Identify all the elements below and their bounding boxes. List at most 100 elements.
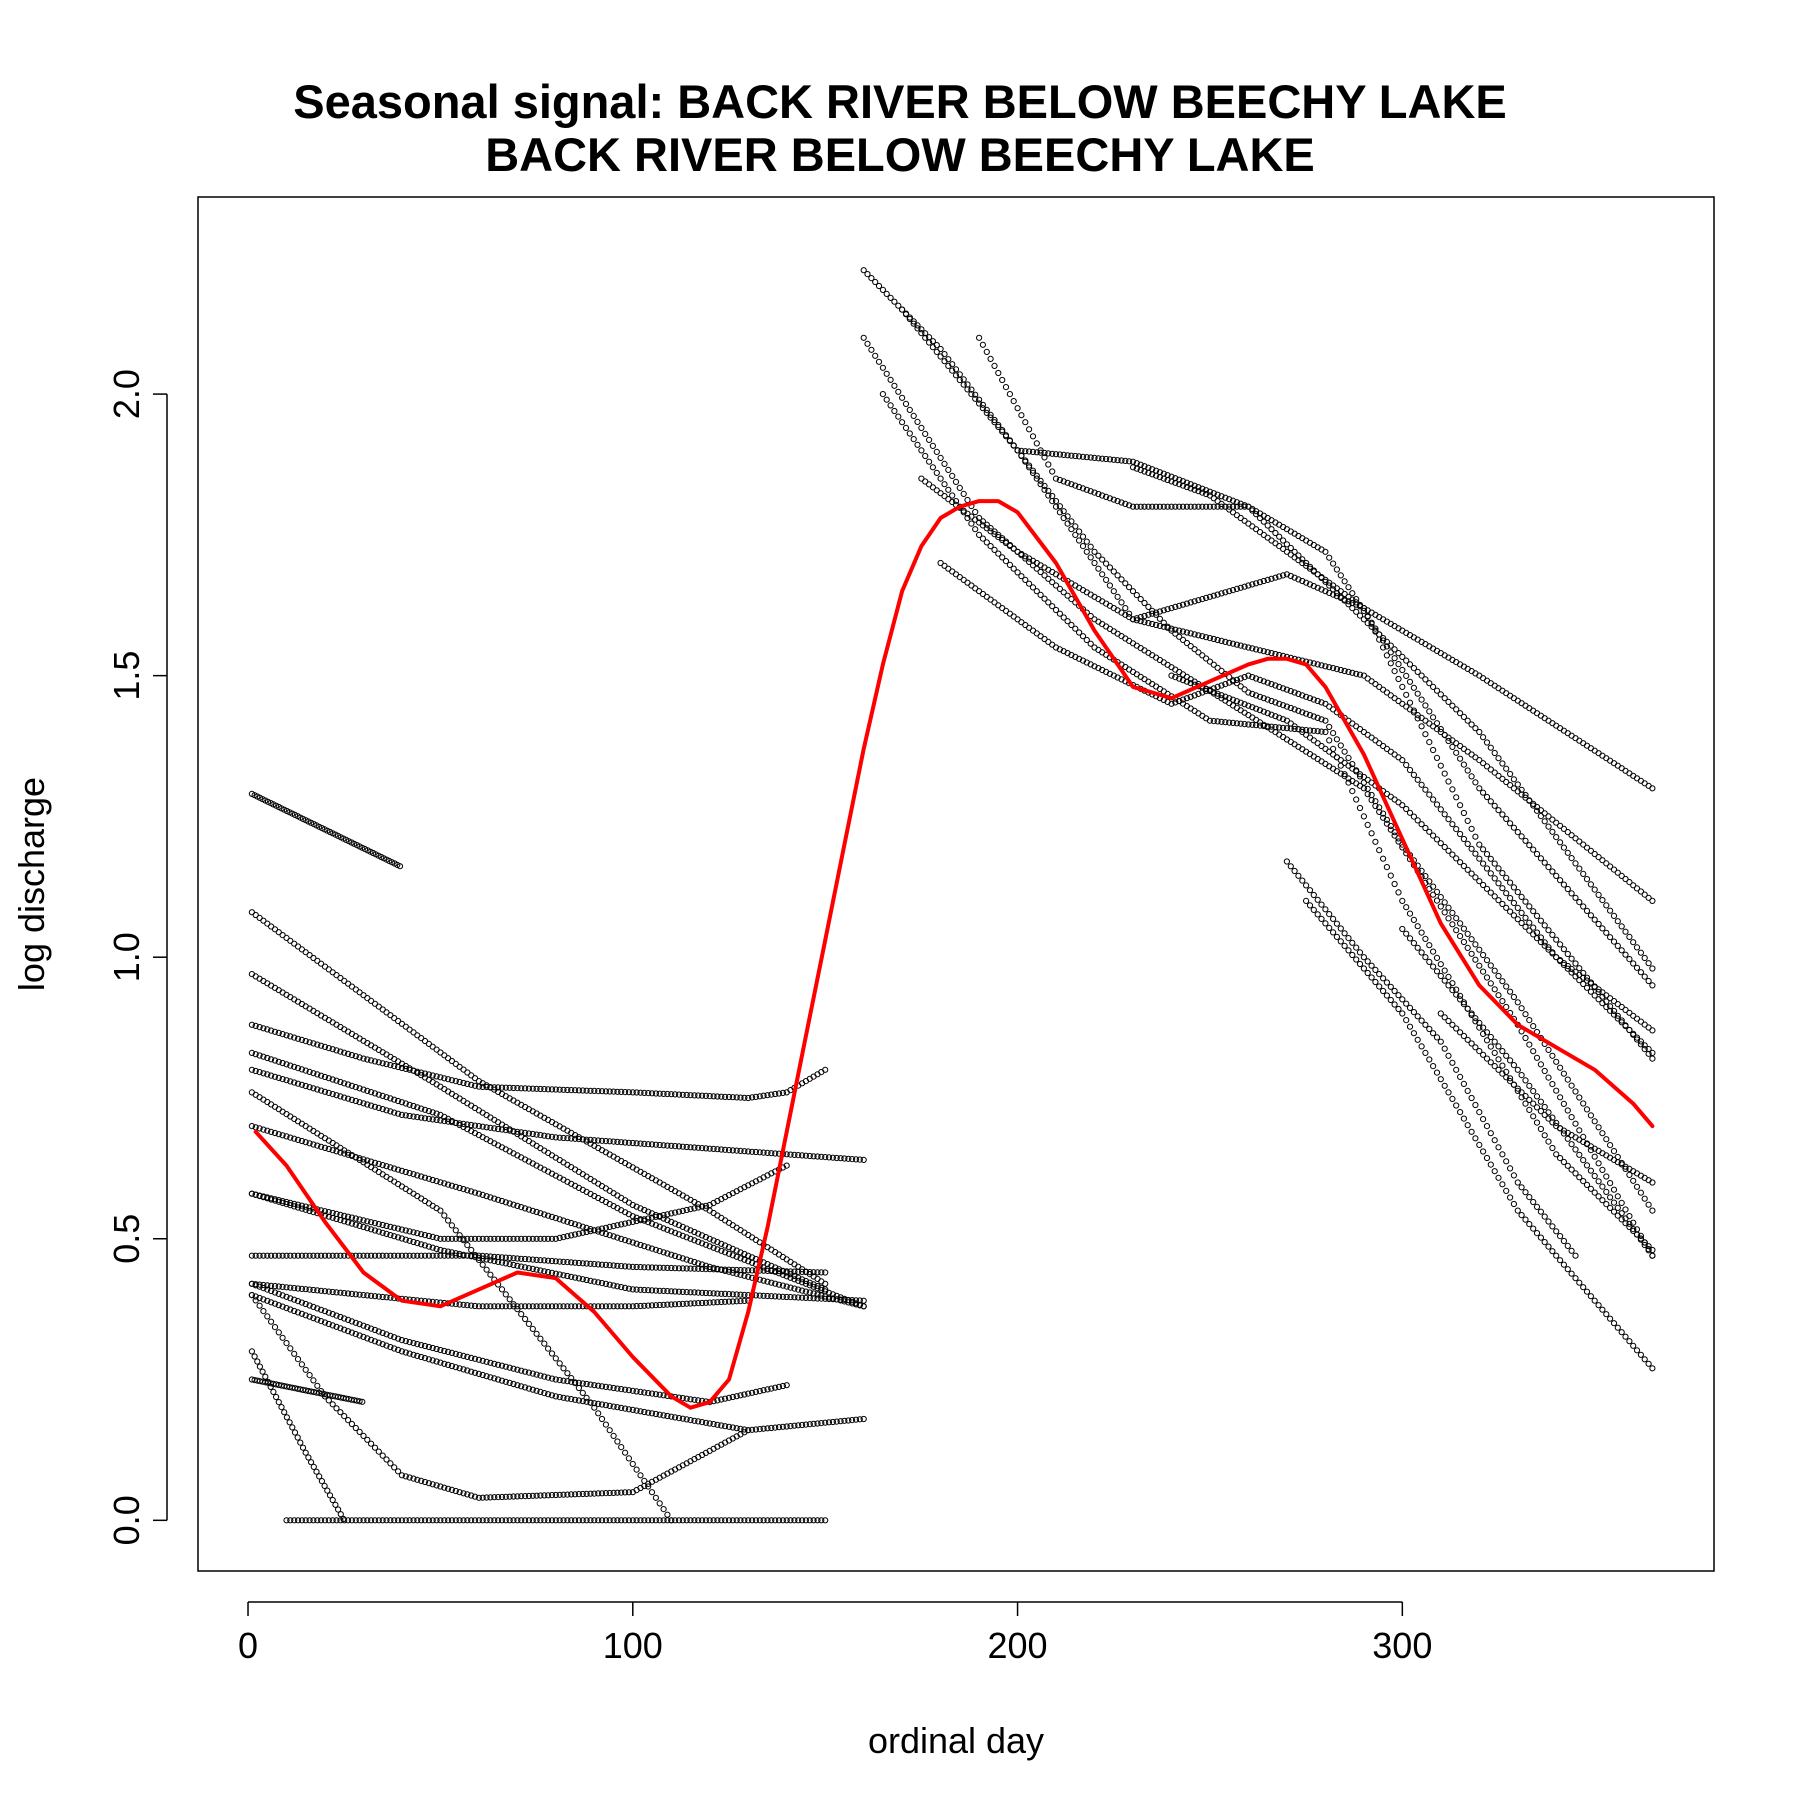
data-point <box>652 1222 660 1229</box>
data-point <box>1241 721 1248 728</box>
data-point <box>1026 462 1033 469</box>
data-point <box>356 1321 363 1328</box>
data-point <box>498 1377 506 1384</box>
data-point <box>387 1012 394 1019</box>
data-point <box>856 1156 863 1163</box>
data-point <box>552 1355 559 1362</box>
data-point <box>333 1148 340 1155</box>
data-point <box>391 1334 398 1341</box>
data-point <box>1607 1315 1614 1322</box>
data-point <box>602 1421 610 1428</box>
data-point <box>1310 713 1317 720</box>
data-point <box>722 1517 729 1524</box>
data-point <box>1633 964 1641 971</box>
data-point <box>756 1292 763 1299</box>
data-point <box>268 1072 275 1079</box>
data-point <box>606 1489 613 1497</box>
data-point <box>456 1232 463 1239</box>
data-point <box>1618 1199 1625 1207</box>
data-point <box>325 1288 332 1295</box>
data-point <box>868 275 875 282</box>
data-point <box>737 1291 744 1298</box>
data-point <box>756 1517 763 1524</box>
data-point <box>545 1303 552 1310</box>
data-point <box>1179 636 1187 644</box>
data-point <box>1480 1030 1487 1038</box>
data-point <box>1137 618 1144 625</box>
data-point <box>1568 1114 1575 1121</box>
data-point <box>1464 767 1471 774</box>
data-point <box>645 1483 652 1490</box>
data-point <box>375 1160 382 1168</box>
data-point <box>256 1069 263 1076</box>
data-point <box>618 1489 625 1496</box>
data-point <box>1195 597 1202 604</box>
data-point <box>1457 755 1464 762</box>
data-point <box>1645 894 1652 901</box>
data-point <box>587 1517 594 1524</box>
data-point <box>1353 956 1360 963</box>
data-point <box>1014 447 1021 454</box>
data-point <box>1330 582 1337 589</box>
data-point <box>1268 697 1275 705</box>
data-point <box>279 1303 286 1310</box>
data-point <box>1406 706 1414 713</box>
data-point <box>1487 870 1494 877</box>
data-point <box>1649 1365 1656 1372</box>
data-point <box>252 1191 259 1198</box>
data-point <box>779 1382 787 1390</box>
data-point <box>995 531 1002 539</box>
data-point <box>1076 537 1083 544</box>
data-point <box>1083 454 1090 461</box>
data-point <box>268 1252 275 1259</box>
data-point <box>1587 1112 1595 1119</box>
data-point <box>1052 475 1060 482</box>
data-point <box>1364 821 1371 829</box>
data-point <box>429 1176 436 1184</box>
data-point <box>1464 930 1471 938</box>
data-point <box>491 1494 498 1501</box>
data-point <box>1549 950 1556 957</box>
data-point <box>625 1238 633 1245</box>
data-point <box>1372 627 1379 634</box>
data-point <box>248 1021 255 1028</box>
data-point <box>262 1373 269 1380</box>
data-point <box>359 1398 366 1405</box>
data-point <box>1464 1036 1471 1043</box>
data-point <box>745 1517 752 1524</box>
data-point <box>983 406 990 413</box>
data-point <box>706 1290 713 1297</box>
data-point <box>664 1217 671 1224</box>
data-point <box>1630 1342 1637 1349</box>
data-point <box>471 1082 479 1089</box>
data-point <box>448 1517 455 1524</box>
data-point <box>1010 398 1017 405</box>
data-point <box>645 1090 652 1097</box>
data-point <box>452 1252 459 1259</box>
data-point <box>637 1140 644 1147</box>
data-point <box>1430 683 1437 691</box>
data-point <box>641 1206 648 1214</box>
year-trace <box>248 1190 867 1304</box>
data-point <box>679 1255 686 1262</box>
data-point <box>1637 1236 1645 1243</box>
data-point <box>406 1474 413 1481</box>
data-point <box>1280 545 1287 553</box>
data-point <box>305 1454 312 1461</box>
data-point <box>356 1332 363 1339</box>
data-point <box>1226 496 1233 503</box>
data-point <box>445 1118 452 1125</box>
data-point <box>1437 903 1444 910</box>
data-point <box>1476 728 1483 736</box>
data-point <box>464 1491 471 1498</box>
data-point <box>441 1360 448 1367</box>
data-point <box>306 1517 313 1524</box>
data-point <box>1164 624 1171 631</box>
data-point <box>1503 1003 1510 1011</box>
data-point <box>1468 1010 1475 1017</box>
data-point <box>525 1256 533 1263</box>
data-point <box>1568 890 1575 897</box>
data-point <box>464 1187 471 1194</box>
data-point <box>1291 725 1298 733</box>
data-point <box>1380 814 1387 821</box>
